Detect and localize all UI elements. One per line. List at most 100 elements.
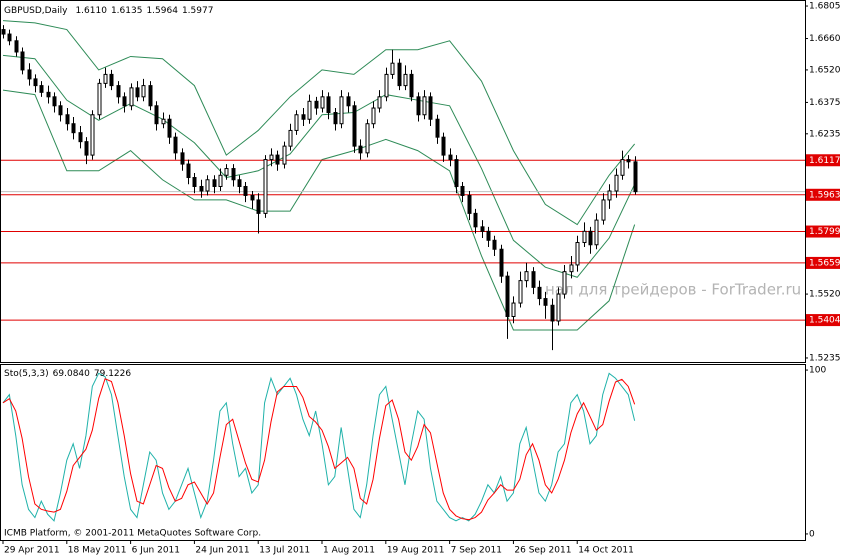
candle-body bbox=[601, 199, 606, 221]
candle-body bbox=[1, 29, 6, 35]
x-tick-label: 14 Oct 2011 bbox=[578, 546, 634, 556]
candle-body bbox=[116, 85, 121, 98]
candle-body bbox=[358, 145, 363, 154]
candle-body bbox=[422, 96, 427, 116]
candle-body bbox=[250, 194, 255, 201]
candle-body bbox=[352, 105, 357, 147]
candle-body bbox=[154, 105, 159, 125]
candle-body bbox=[39, 85, 44, 93]
stochastic-header: Sto(5,3,3) 69.0840 79.1226 bbox=[4, 369, 131, 379]
candle-body bbox=[27, 69, 32, 80]
candle-body bbox=[377, 96, 382, 109]
candle-body bbox=[614, 174, 619, 192]
candle-body bbox=[167, 118, 172, 138]
candle-body bbox=[109, 73, 114, 87]
candle-body bbox=[633, 161, 638, 193]
candle-body bbox=[314, 100, 319, 109]
y-tick-label: 1.6235 bbox=[809, 129, 841, 139]
candle-body bbox=[467, 194, 472, 214]
band-lower bbox=[2, 89, 636, 331]
candle-body bbox=[173, 136, 178, 154]
candle-body bbox=[480, 226, 485, 232]
x-tick-label: 7 Sep 2011 bbox=[451, 546, 502, 556]
y-tick-label: 1.6660 bbox=[809, 34, 841, 44]
candle-body bbox=[569, 264, 574, 273]
candle-body bbox=[263, 159, 268, 214]
plot bbox=[0, 20, 805, 522]
candle-body bbox=[562, 271, 567, 295]
y-tick-label: 1.6375 bbox=[809, 98, 841, 108]
d-label: 79.1226 bbox=[94, 369, 131, 379]
level-label: 1.5799 bbox=[809, 227, 841, 237]
stochastic-y-tick-label: 0 bbox=[809, 529, 815, 539]
candle-body bbox=[403, 73, 408, 87]
candle-body bbox=[275, 154, 280, 165]
candle-body bbox=[224, 168, 229, 176]
level-label-box bbox=[806, 154, 840, 167]
candle-body bbox=[90, 114, 95, 156]
candle-body bbox=[339, 96, 344, 125]
candle-body bbox=[33, 78, 38, 87]
candle-body bbox=[199, 185, 204, 192]
x-tick-label: 13 Jul 2011 bbox=[259, 546, 310, 556]
level-label-box bbox=[806, 256, 840, 269]
candle-body bbox=[428, 96, 433, 120]
stochastic-panel-border bbox=[0, 364, 806, 541]
x-tick-label: 18 May 2011 bbox=[68, 546, 127, 556]
candle-body bbox=[460, 185, 465, 196]
stochastic-y-tick-label: 100 bbox=[809, 366, 826, 376]
watermark: нал для трейдеров - ForTrader.ru bbox=[545, 281, 801, 299]
candle-body bbox=[531, 271, 536, 288]
candle-body bbox=[237, 179, 242, 187]
candle-body bbox=[282, 145, 287, 165]
candle-body bbox=[486, 230, 491, 241]
x-tick-label: 29 Apr 2011 bbox=[4, 546, 60, 556]
candle-body bbox=[518, 280, 523, 304]
candle-body bbox=[588, 230, 593, 246]
candle-body bbox=[97, 82, 102, 116]
candle-body bbox=[346, 96, 351, 107]
candle-body bbox=[505, 275, 510, 317]
x-tick-label: 6 Jun 2011 bbox=[132, 546, 180, 556]
candle-body bbox=[84, 141, 89, 156]
candle-body bbox=[294, 114, 299, 131]
x-tick-label: 26 Sep 2011 bbox=[514, 546, 571, 556]
candle-body bbox=[269, 154, 274, 161]
candle-body bbox=[626, 159, 631, 163]
candle-body bbox=[20, 51, 25, 71]
level-label: 1.5404 bbox=[809, 316, 841, 326]
candle-body bbox=[473, 212, 478, 228]
candle-body bbox=[416, 96, 421, 116]
candle-body bbox=[58, 105, 63, 116]
candle-body bbox=[122, 96, 127, 107]
candle-body bbox=[256, 199, 261, 214]
candle-body bbox=[307, 100, 312, 120]
level-label-box bbox=[806, 314, 840, 327]
candle-body bbox=[141, 85, 146, 98]
level-label: 1.5659 bbox=[809, 258, 841, 268]
high-label: 1.6135 bbox=[111, 6, 143, 16]
candle-body bbox=[499, 248, 504, 277]
price-header: GBPUSD,Daily 1.6110 1.6135 1.5964 1.5977 bbox=[4, 6, 213, 16]
candle-body bbox=[511, 302, 516, 317]
candle-body bbox=[556, 293, 561, 322]
candle-body bbox=[301, 114, 306, 120]
candle-body bbox=[218, 174, 223, 187]
candle-body bbox=[212, 179, 217, 187]
candle-body bbox=[326, 96, 331, 114]
low-label: 1.5964 bbox=[146, 6, 178, 16]
candle-body bbox=[448, 154, 453, 161]
candle-body bbox=[71, 123, 76, 134]
price-panel-border bbox=[0, 0, 806, 363]
candle-body bbox=[243, 185, 248, 196]
candle-body bbox=[65, 114, 70, 125]
candle-body bbox=[409, 73, 414, 98]
candle-body bbox=[492, 239, 497, 250]
candle-body bbox=[543, 298, 548, 306]
candle-body bbox=[7, 33, 12, 42]
candle-body bbox=[365, 123, 370, 154]
candle-body bbox=[390, 62, 395, 75]
candle-body bbox=[594, 219, 599, 246]
candle-body bbox=[288, 129, 293, 147]
open-label: 1.6110 bbox=[75, 6, 107, 16]
